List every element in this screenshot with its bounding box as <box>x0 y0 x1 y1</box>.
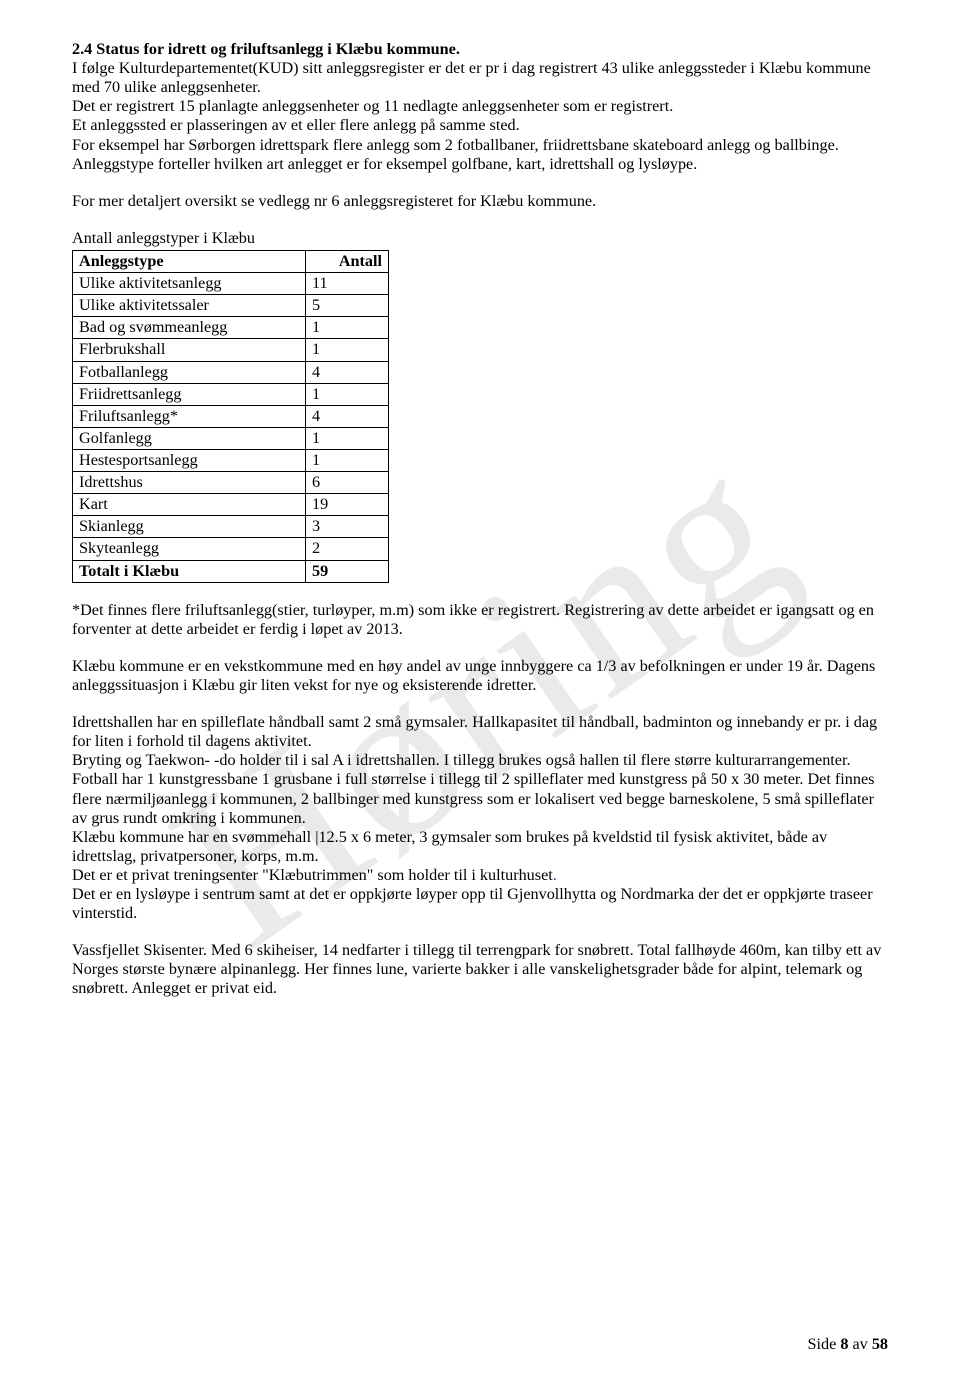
table-cell: Totalt i Klæbu <box>73 560 306 582</box>
table-row: Ulike aktivitetsanlegg11 <box>73 273 389 295</box>
table-cell: 4 <box>306 361 389 383</box>
table-cell: Skianlegg <box>73 516 306 538</box>
paragraph: Det er et privat treningsenter "Klæbutri… <box>72 866 888 885</box>
paragraph: Anleggstype forteller hvilken art anlegg… <box>72 155 888 174</box>
paragraph: Bryting og Taekwon- -do holder til i sal… <box>72 751 888 770</box>
paragraph: Idrettshallen har en spilleflate håndbal… <box>72 713 888 751</box>
facility-table: Anleggstype Antall Ulike aktivitetsanleg… <box>72 250 389 583</box>
paragraph: *Det finnes flere friluftsanlegg(stier, … <box>72 601 888 639</box>
section-heading: 2.4 Status for idrett og friluftsanlegg … <box>72 40 888 59</box>
table-row: Friluftsanlegg*4 <box>73 405 389 427</box>
page-content: 2.4 Status for idrett og friluftsanlegg … <box>0 0 960 1039</box>
page-footer: Side 8 av 58 <box>808 1335 888 1354</box>
paragraph: Det er en lysløype i sentrum samt at det… <box>72 885 888 923</box>
paragraph: Fotball har 1 kunstgressbane 1 grusbane … <box>72 770 888 827</box>
paragraph: Et anleggssted er plasseringen av et ell… <box>72 116 888 135</box>
table-cell: 1 <box>306 383 389 405</box>
table-row: Hestesportsanlegg1 <box>73 449 389 471</box>
paragraph: I følge Kulturdepartementet(KUD) sitt an… <box>72 59 888 97</box>
table-cell: Kart <box>73 494 306 516</box>
paragraph: For eksempel har Sørborgen idrettspark f… <box>72 136 888 155</box>
table-cell: 2 <box>306 538 389 560</box>
paragraph: Det er registrert 15 planlagte anleggsen… <box>72 97 888 116</box>
table-cell: 4 <box>306 405 389 427</box>
table-cell: Bad og svømmeanlegg <box>73 317 306 339</box>
table-cell: Skyteanlegg <box>73 538 306 560</box>
table-cell: Idrettshus <box>73 472 306 494</box>
table-row: Skianlegg3 <box>73 516 389 538</box>
table-row: Golfanlegg1 <box>73 427 389 449</box>
table-cell: 11 <box>306 273 389 295</box>
table-cell: 5 <box>306 295 389 317</box>
table-row: Flerbrukshall1 <box>73 339 389 361</box>
paragraph: Klæbu kommune er en vekstkommune med en … <box>72 657 888 695</box>
table-cell: 1 <box>306 449 389 471</box>
table-cell: 1 <box>306 339 389 361</box>
table-cell: 19 <box>306 494 389 516</box>
table-caption: Antall anleggstyper i Klæbu <box>72 229 888 248</box>
table-total-row: Totalt i Klæbu59 <box>73 560 389 582</box>
table-row: Skyteanlegg2 <box>73 538 389 560</box>
table-cell: Ulike aktivitetssaler <box>73 295 306 317</box>
footer-total-pages: 58 <box>872 1335 888 1353</box>
table-row: Friidrettsanlegg1 <box>73 383 389 405</box>
footer-mid: av <box>848 1335 871 1353</box>
table-cell: Hestesportsanlegg <box>73 449 306 471</box>
table-cell: 1 <box>306 427 389 449</box>
table-row: Fotballanlegg4 <box>73 361 389 383</box>
table-row: Kart19 <box>73 494 389 516</box>
table-cell: Ulike aktivitetsanlegg <box>73 273 306 295</box>
table-row: Idrettshus6 <box>73 472 389 494</box>
table-cell: Friidrettsanlegg <box>73 383 306 405</box>
table-cell: 1 <box>306 317 389 339</box>
paragraph-part-accent: . <box>553 866 557 884</box>
paragraph: Klæbu kommune har en svømmehall |12.5 x … <box>72 828 888 866</box>
table-cell: 6 <box>306 472 389 494</box>
table-cell: Friluftsanlegg* <box>73 405 306 427</box>
table-row: Ulike aktivitetssaler5 <box>73 295 389 317</box>
table-cell: Fotballanlegg <box>73 361 306 383</box>
table-header-cell: Antall <box>306 250 389 272</box>
table-header-cell: Anleggstype <box>73 250 306 272</box>
paragraph-part: Det er et privat treningsenter "Klæbutri… <box>72 866 553 884</box>
footer-prefix: Side <box>808 1335 841 1353</box>
paragraph: Vassfjellet Skisenter. Med 6 skiheiser, … <box>72 941 888 998</box>
paragraph: For mer detaljert oversikt se vedlegg nr… <box>72 192 888 211</box>
table-row: Bad og svømmeanlegg1 <box>73 317 389 339</box>
table-cell: 3 <box>306 516 389 538</box>
table-header-row: Anleggstype Antall <box>73 250 389 272</box>
table-cell: Flerbrukshall <box>73 339 306 361</box>
table-cell: 59 <box>306 560 389 582</box>
table-cell: Golfanlegg <box>73 427 306 449</box>
